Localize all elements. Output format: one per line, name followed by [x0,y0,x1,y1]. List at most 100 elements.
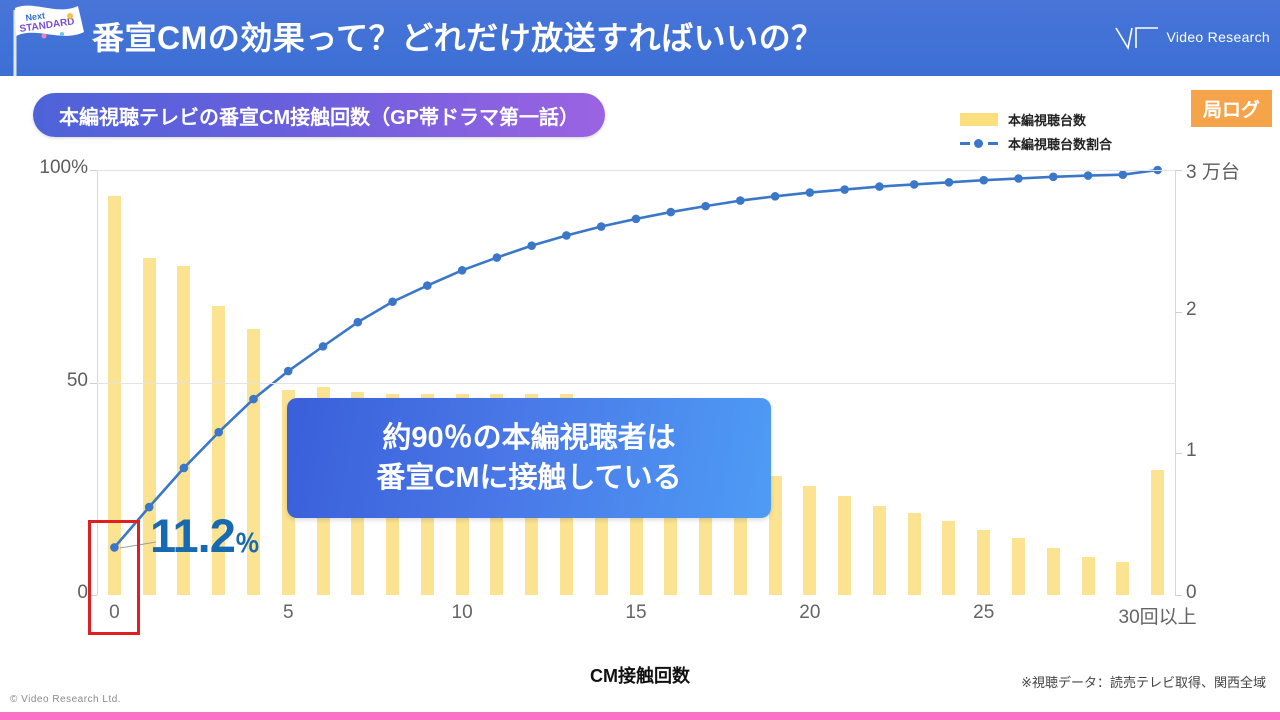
bar [803,485,817,595]
y-axis-left-tick-label: 50 [66,369,88,391]
x-axis-title: CM接触回数 [590,666,690,686]
bar [872,505,886,595]
line-marker: 28: 98.7% [1083,171,1093,180]
x-axis-tick-label: 15 [625,602,647,623]
legend-label-bars: 本編視聴台数 [1008,112,1087,128]
bar [1081,556,1095,595]
bar [907,512,921,595]
bar [977,529,991,595]
y-axis-right-tick-label: 2 [1186,298,1197,320]
gridline [97,382,1175,384]
bar [1151,470,1165,595]
bar [1116,562,1130,595]
legend-line-swatch-icon [960,137,998,149]
line-marker: 9: 72.8% [423,281,432,290]
bar [838,495,852,595]
bar [1012,538,1026,595]
bar [768,476,782,595]
callout-line-1: 約90％の本編視聴者は [382,422,676,454]
line-marker: 1: 20.7% [144,502,154,512]
bar [177,266,191,595]
footer-accent-bar [0,712,1280,720]
svg-text:Next: Next [25,10,46,23]
line-marker: 14: 86.7% [596,222,606,231]
y-axis-left-tick-mark [90,595,97,596]
callout-line-2: 番宣CMに接触している [376,462,682,494]
annotation-number: 11.2 [150,509,236,562]
line-marker: 18: 92.8% [736,196,745,205]
line-marker: 25: 97.6% [979,175,989,185]
line-marker: 27: 98.4% [1048,172,1058,182]
bar [212,306,226,595]
line-marker: 4: 46.1% [249,394,258,404]
line-marker: 16: 90.1% [666,207,676,217]
line-marker: 24: 97.1% [944,178,954,187]
y-axis-left-tick-label: 0 [77,582,88,603]
line-marker: 15: 88.5% [631,214,641,224]
line-marker: 8: 69% [388,297,397,307]
video-research-logo: Video Research [1114,20,1270,54]
line-marker: 21: 95.4% [840,185,849,194]
line-marker: 17: 91.5% [701,201,710,211]
line-marker: 11: 79.4% [492,253,502,262]
x-axis-tick-label: 25 [973,602,995,623]
gridline [97,170,1175,171]
x-axis-tick-label: 10 [451,602,473,623]
y-axis-right-tick-label: 1 [1186,440,1197,462]
chart-legend: 本編視聴台数 本編視聴台数割合 [960,108,1175,156]
copyright-text: © Video Research Ltd. [10,694,122,705]
line-marker: 20: 94.7% [805,188,815,197]
legend-bar-swatch-icon [960,112,998,126]
x-axis-tick-label: 0 [109,602,120,623]
line-marker: 0: 11.2% [110,543,119,552]
chart-area: 0: 11.2% 1: 20.7% 2: 29.9% 3: 38.3% 4: 46.1%… [0,150,1280,650]
line-marker: 23: 96.6% [909,180,919,189]
next-standard-flag-logo-icon: Next STANDARD [13,5,84,76]
line-marker: 2: 29.9% [179,463,189,473]
brand-name: Video Research [1166,29,1270,45]
video-research-mark-icon [1115,27,1159,51]
bar [107,195,121,595]
line-marker: 5: 52.7% [283,366,293,376]
chart-title-text: 本編視聴テレビの番宣CM接触回数（GP帯ドラマ第一話） [59,106,579,129]
y-axis-left-tick-mark [90,382,97,384]
y-axis-right-tick-label: 3 万台 [1186,162,1240,183]
annotation-unit: ％ [234,530,260,558]
source-note: ※視聴データ：読売テレビ取得、関西全域 [1021,675,1266,690]
line-marker: 6: 58.5% [318,342,328,351]
slide-header: Next STANDARD 番宣CMの効果って？どれだけ放送すればいいの？ Vi… [0,0,1280,76]
callout-box: 約90％の本編視聴者は 番宣CMに接触している [287,398,771,518]
status-badge: 局ログ [1190,90,1272,127]
y-axis-left-tick-mark [90,170,97,171]
annotation-value: 11.2％ [150,508,260,563]
cumulative-line-series: 0: 11.2% 1: 20.7% 2: 29.9% 3: 38.3% 4: 46.1%… [110,165,1162,552]
plot-area [97,170,1175,595]
line-marker: 29: 98.9% [1118,170,1128,179]
y-axis-left-tick-label: 100% [39,157,88,178]
line-marker: 26: 98% [1014,174,1023,183]
page-title: 番宣CMの効果って？どれだけ放送すればいいの？ [92,20,824,56]
y-axis-right-tick-mark [1175,595,1182,596]
legend-label-line: 本編視聴台数割合 [1008,136,1113,152]
chart-title-pill: 本編視聴テレビの番宣CM接触回数（GP帯ドラマ第一話） [33,93,605,137]
bar [1046,548,1060,595]
y-axis-right-tick-mark [1175,311,1182,313]
highlight-rectangle [88,520,141,635]
y-axis-right-tick-mark [1175,170,1182,171]
line-marker: 13: 84.6% [562,231,571,240]
legend-item-bars: 本編視聴台数 [960,108,1175,130]
y-axis-right-line [1175,170,1176,595]
y-axis-right-tick-mark [1175,453,1182,455]
legend-item-line: 本編視聴台数割合 [960,132,1175,154]
line-marker: 10: 76.4% [457,266,467,275]
bar [942,521,956,595]
x-axis-tick-label: 30回以上 [1118,607,1197,628]
line-marker: 12: 82.2% [527,241,536,250]
line-marker: 7: 64.2% [353,317,363,327]
y-axis-right-tick-label: 0 [1186,582,1197,603]
line-marker: 3: 38.3% [214,427,224,437]
x-axis-tick-label: 5 [282,602,294,623]
line-marker: 22: 96.1% [875,182,884,191]
x-axis-tick-label: 20 [799,602,821,623]
